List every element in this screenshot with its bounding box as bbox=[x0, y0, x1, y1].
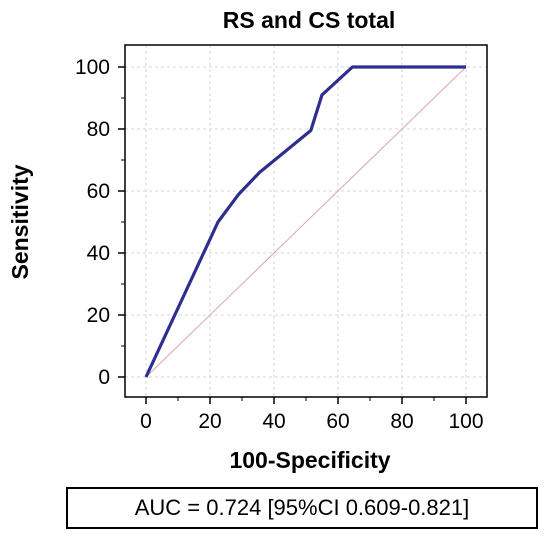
x-tick-label: 40 bbox=[262, 410, 285, 433]
x-tick-label: 100 bbox=[448, 410, 483, 433]
y-tick-label: 60 bbox=[87, 180, 110, 203]
x-tick-label: 20 bbox=[198, 410, 221, 433]
reference-diagonal-line bbox=[145, 66, 467, 378]
roc-chart: RS and CS total 0 20 40 60 80 100020406080100… bbox=[7, 7, 488, 473]
auc-annotation-text: AUC = 0.724 [95%CI 0.609-0.821] bbox=[134, 495, 470, 520]
y-axis-label: Sensitivity bbox=[7, 164, 33, 279]
x-tick-label: 0 bbox=[140, 410, 152, 433]
y-tick-label: 80 bbox=[87, 118, 110, 141]
y-tick-label: 0 bbox=[98, 366, 110, 389]
x-axis-label: 100-Specificity bbox=[229, 447, 390, 473]
x-tick-label: 80 bbox=[390, 410, 413, 433]
reference-line-layer bbox=[145, 66, 467, 378]
ticks: 0 20 40 60 80 100 0 20 40 60 80 100 bbox=[75, 56, 484, 433]
auc-annotation-box: AUC = 0.724 [95%CI 0.609-0.821] bbox=[66, 487, 538, 529]
roc-curve-line bbox=[144, 65, 466, 378]
chart-title: RS and CS total bbox=[223, 7, 396, 33]
y-tick-label: 20 bbox=[87, 304, 110, 327]
y-tick-label: 40 bbox=[87, 242, 110, 265]
x-tick-label: 60 bbox=[326, 410, 349, 433]
roc-curve-layer bbox=[144, 65, 466, 378]
y-tick-label: 100 bbox=[75, 56, 110, 79]
grid bbox=[125, 45, 487, 397]
